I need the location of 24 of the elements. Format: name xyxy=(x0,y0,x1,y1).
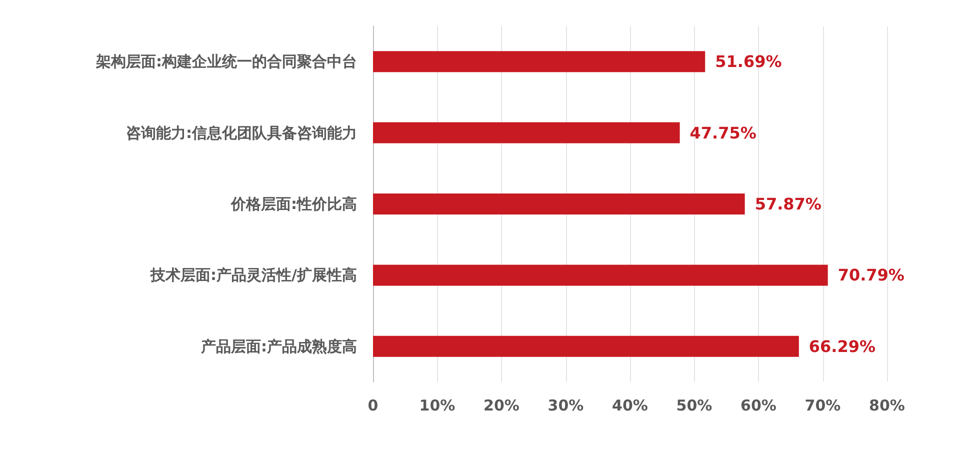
y-tick-label: 架构层面:构建企业统一的合同聚合中台 xyxy=(95,52,357,71)
y-tick-label: 价格层面:性价比高 xyxy=(230,195,357,213)
bar xyxy=(373,264,828,286)
data-label: 51.69% xyxy=(715,52,782,72)
data-label: 47.75% xyxy=(690,123,756,142)
x-tick-label: 40% xyxy=(612,396,648,414)
x-tick-label: 60% xyxy=(740,396,776,414)
bar xyxy=(373,336,799,357)
y-tick-label: 咨询能力:信息化团队具备咨询能力 xyxy=(126,124,357,142)
x-tick-label: 70% xyxy=(804,396,841,414)
x-tick-label: 0 xyxy=(368,396,378,414)
x-tick-label: 10% xyxy=(419,396,456,414)
y-tick-label: 技术层面:产品灵活性/扩展性高 xyxy=(150,266,357,284)
bar xyxy=(373,51,706,72)
x-tick-label: 20% xyxy=(484,396,520,414)
y-tick-label: 产品层面:产品成熟度高 xyxy=(200,337,357,356)
data-label: 57.87% xyxy=(754,194,822,214)
bar xyxy=(373,194,745,214)
x-tick-label: 80% xyxy=(869,396,905,414)
bar xyxy=(373,122,680,144)
x-tick-label: 50% xyxy=(676,396,712,414)
x-tick-label: 30% xyxy=(548,396,584,414)
data-label: 70.79% xyxy=(838,266,904,285)
data-label: 66.29% xyxy=(808,336,876,356)
